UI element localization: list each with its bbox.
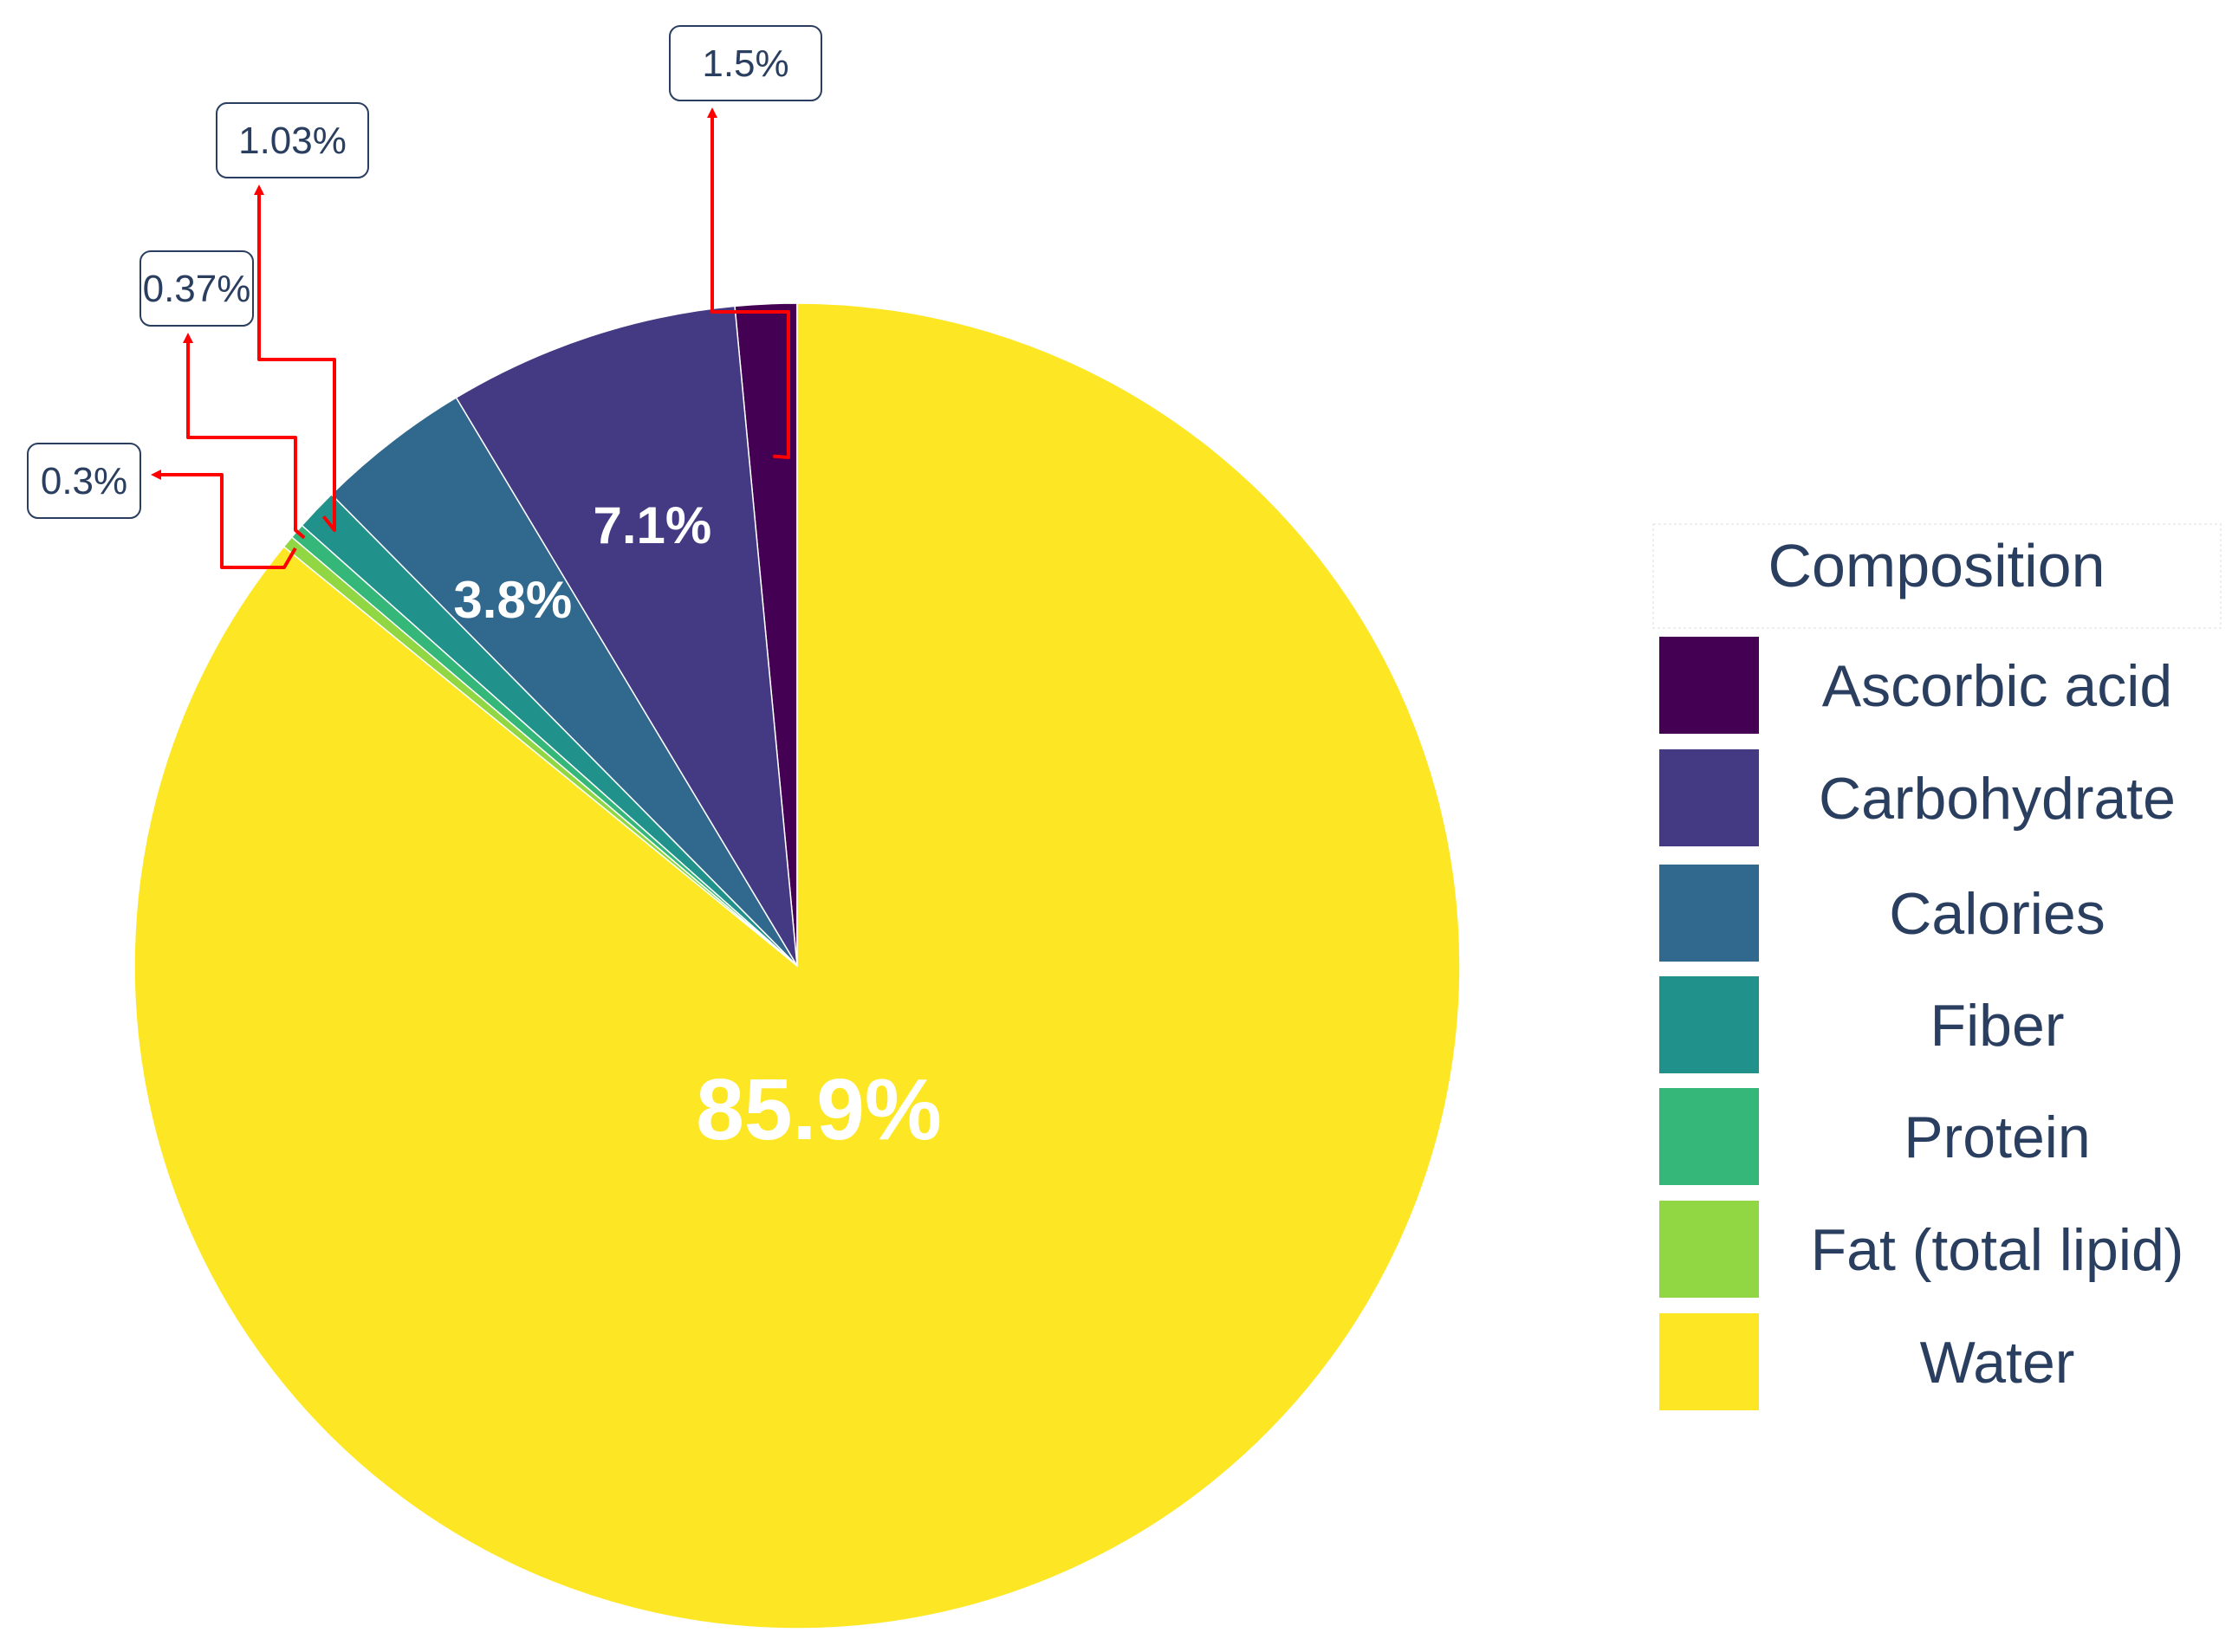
legend-label-water: Water (1920, 1330, 2075, 1396)
callout-label-fat-total-lipid: 0.3% (41, 460, 127, 502)
callout-label-ascorbic-acid: 1.5% (702, 42, 788, 85)
legend-swatch-carbohydrate (1659, 749, 1759, 846)
legend-label-ascorbic-acid: Ascorbic acid (1822, 653, 2172, 719)
slice-label-water: 85.9% (696, 1061, 942, 1158)
pie-inner-labels: 7.1% 3.8% 85.9% (453, 496, 941, 1158)
slice-label-calories: 3.8% (453, 571, 572, 629)
callout-box-protein (140, 250, 254, 327)
callout-arrow-protein (183, 333, 306, 540)
legend-label-calories: Calories (1889, 881, 2105, 947)
callout-arrow-ascorbic-acid (707, 107, 790, 459)
legend-label-fat-total-lipid: Fat (total lipid) (1811, 1217, 2184, 1283)
callout-arrow-fiber (254, 185, 336, 532)
legend-swatch-fiber (1659, 976, 1759, 1073)
callout-arrow-fat-total-lipid (151, 470, 297, 569)
pie-slice-water (133, 302, 1461, 1629)
pie-callouts: 1.5% 1.03% 0.37% 0.3% (27, 25, 822, 569)
legend-swatch-water (1659, 1313, 1759, 1410)
pie-slices (133, 302, 1461, 1629)
legend-swatch-calories (1659, 865, 1759, 962)
legend-label-protein: Protein (1904, 1105, 2090, 1170)
legend-label-fiber: Fiber (1930, 993, 2065, 1059)
callout-box-fat-total-lipid (27, 443, 141, 519)
legend-swatch-protein (1659, 1088, 1759, 1185)
legend-items: Ascorbic acid Carbohydrate Calories Fiber Pr… (1659, 637, 2183, 1410)
legend-title: Composition (1768, 532, 2105, 599)
legend-label-carbohydrate: Carbohydrate (1819, 766, 2176, 832)
callout-box-fiber (216, 102, 369, 178)
callout-label-fiber: 1.03% (238, 120, 347, 162)
legend-swatch-ascorbic-acid (1659, 637, 1759, 734)
legend-title-box (1652, 523, 2222, 629)
legend: Composition Ascorbic acid Carbohydrate Cal… (1652, 523, 2222, 1410)
legend-swatch-fat-total-lipid (1659, 1201, 1759, 1298)
slice-label-carbohydrate: 7.1% (594, 496, 712, 554)
callout-label-protein: 0.37% (143, 268, 251, 310)
callout-box-ascorbic-acid (669, 25, 822, 101)
